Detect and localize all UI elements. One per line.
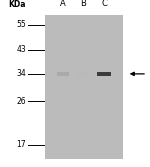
Text: 55: 55 bbox=[16, 20, 26, 29]
Text: C: C bbox=[101, 0, 107, 8]
Text: 43: 43 bbox=[16, 45, 26, 54]
Text: 17: 17 bbox=[17, 140, 26, 149]
Bar bbox=[78, 71, 88, 76]
Text: B: B bbox=[80, 0, 86, 8]
Text: KDa: KDa bbox=[8, 0, 26, 9]
Text: 34: 34 bbox=[16, 69, 26, 78]
Bar bbox=[57, 71, 69, 76]
Bar bbox=[45, 15, 123, 159]
Text: 26: 26 bbox=[17, 97, 26, 106]
Bar bbox=[97, 71, 111, 76]
Text: A: A bbox=[60, 0, 66, 8]
